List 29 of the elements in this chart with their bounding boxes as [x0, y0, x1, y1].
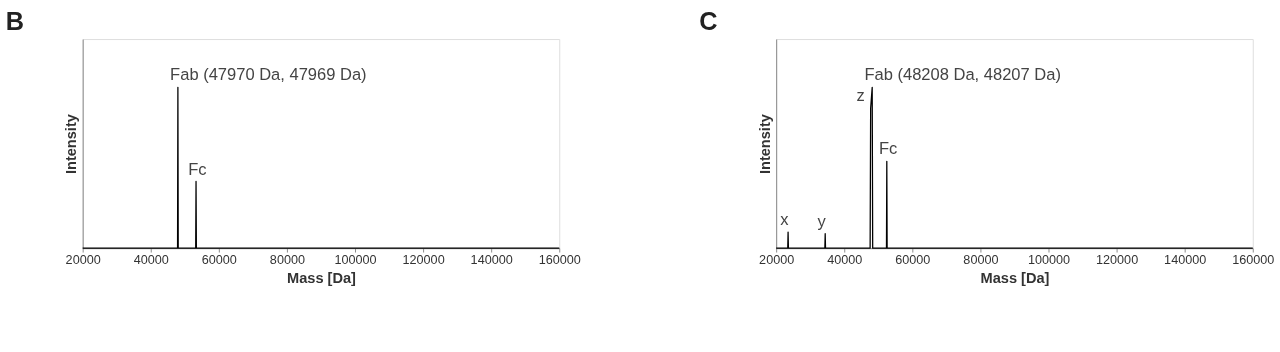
x-tick-label: 20000 — [759, 253, 795, 268]
x-tick-label: 60000 — [895, 253, 931, 268]
annotation: x — [780, 210, 790, 230]
chart-title: C — [699, 7, 718, 36]
x-tick-label: 60000 — [201, 253, 237, 268]
annotation: y — [817, 211, 827, 231]
x-tick-label: 120000 — [402, 253, 445, 268]
x-tick-label: 160000 — [538, 253, 581, 268]
x-tick-label: 120000 — [1096, 253, 1139, 268]
x-tick-label: 100000 — [1027, 253, 1071, 268]
x-tick-label: 20000 — [65, 253, 101, 268]
annotation: Fab (47970 Da, 47969 Da) — [170, 65, 367, 85]
chart-title: B — [5, 7, 25, 36]
y-axis-title: Intensity — [756, 113, 773, 175]
x-axis-title: Mass [Da] — [287, 269, 357, 286]
x-tick-label: 80000 — [269, 253, 305, 268]
y-axis-title: Intensity — [63, 113, 80, 175]
annotation: z — [856, 86, 865, 106]
annotation: Fc — [879, 139, 898, 159]
x-tick-label: 140000 — [1164, 253, 1207, 268]
x-axis-title: Mass [Da] — [980, 269, 1050, 286]
x-tick-label: 160000 — [1232, 253, 1275, 268]
x-tick-label: 140000 — [470, 253, 513, 268]
x-tick-label: 40000 — [827, 253, 863, 268]
x-tick-label: 100000 — [334, 253, 377, 268]
annotation: Fab (48208 Da, 48207 Da) — [864, 65, 1061, 85]
x-tick-label: 40000 — [133, 253, 169, 268]
x-tick-label: 80000 — [963, 253, 999, 268]
annotation: Fc — [188, 159, 207, 179]
